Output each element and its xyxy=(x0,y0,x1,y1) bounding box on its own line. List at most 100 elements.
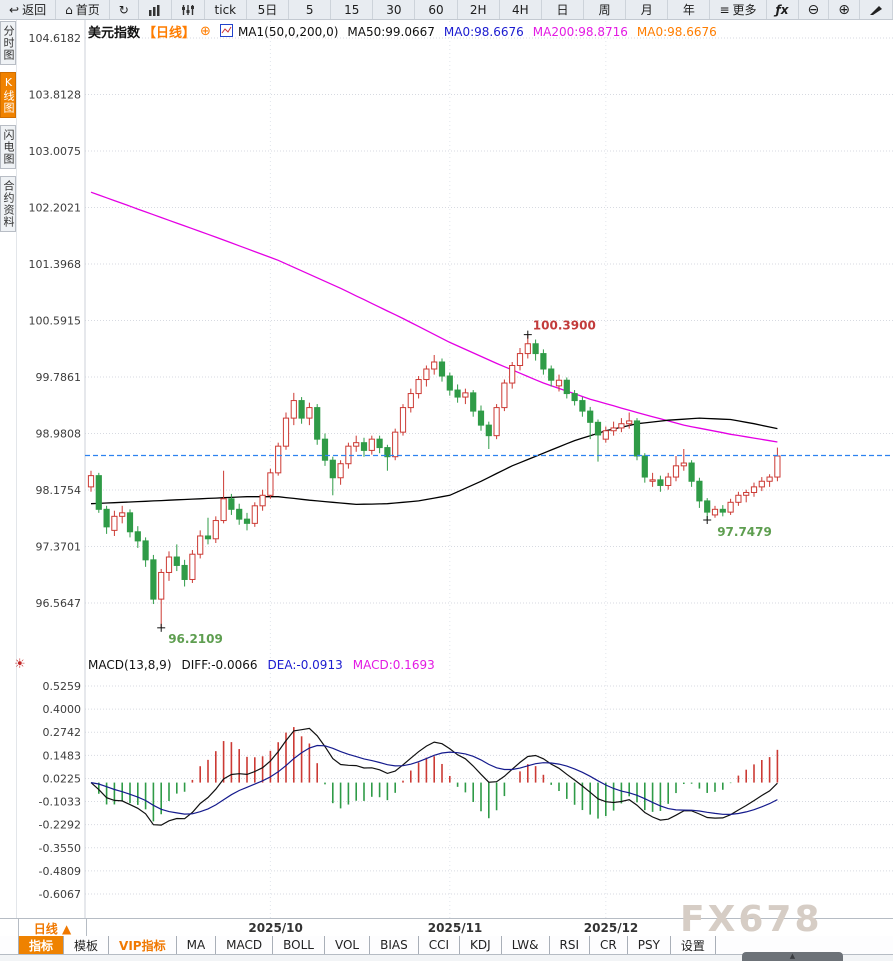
svg-text:0.2742: 0.2742 xyxy=(43,726,82,739)
x-axis-date-label: 2025/12 xyxy=(583,921,639,935)
macd-layer[interactable] xyxy=(90,727,779,826)
chart-type-sidebar: 分时图 K线图闪电图合约资料 xyxy=(0,21,16,239)
svg-text:103.8128: 103.8128 xyxy=(29,89,82,102)
chevron-up-icon: ▲ xyxy=(789,952,796,960)
toolbar-button-label: 更多 xyxy=(732,3,757,17)
toolbar-button-fx[interactable]: ƒx xyxy=(767,0,799,19)
indicator-tab-VOL[interactable]: VOL xyxy=(325,936,371,954)
taskbar-tray-fragment[interactable]: ▲ xyxy=(742,952,843,961)
toolbar-button-tick[interactable]: tick xyxy=(205,0,247,19)
toolbar-button-4H[interactable]: 4H xyxy=(500,0,542,19)
toolbar-button-label: 年 xyxy=(682,3,695,17)
toolbar-button-pencil[interactable] xyxy=(860,0,893,19)
period-badge: 【日线】 xyxy=(143,26,196,41)
svg-text:0.4000: 0.4000 xyxy=(43,703,82,716)
toolbar-button-返回[interactable]: ↩ 返回 xyxy=(0,0,57,19)
svg-text:102.2021: 102.2021 xyxy=(29,202,82,215)
toolbar-button-首页[interactable]: ⌂ 首页 xyxy=(56,0,110,19)
indicator-tab-PSY[interactable]: PSY xyxy=(628,936,671,954)
x-axis-date-label: 2025/10 xyxy=(248,921,303,935)
sidebar-tab-分时图[interactable]: 分时图 xyxy=(0,21,16,65)
sidebar-tab-合约资料[interactable]: 合约资料 xyxy=(0,176,16,232)
macd-diff-line xyxy=(90,727,778,826)
macd-hist-value: MACD:0.1693 xyxy=(352,658,435,672)
macd-dea-line xyxy=(90,744,778,816)
indicator-tab-MACD[interactable]: MACD xyxy=(216,936,274,954)
toolbar-button-bar-chart[interactable] xyxy=(139,0,172,19)
toolbar-button-2H[interactable]: 2H xyxy=(458,0,500,19)
sidebar-rail xyxy=(0,19,17,955)
toolbar-button-label: 日 xyxy=(556,3,569,17)
svg-text:-0.1033: -0.1033 xyxy=(39,796,81,809)
grid-layer: 104.6182 103.8128 103.0075 102.2021 101.3968… xyxy=(29,19,893,918)
indicator-tab-CR[interactable]: CR xyxy=(590,936,628,954)
ma0-blue-value: MA0:98.6676 xyxy=(443,24,524,39)
sidebar-tab-闪电图[interactable]: 闪电图 xyxy=(0,125,16,169)
bottom-strip xyxy=(0,955,893,961)
sidebar-tab-K线图[interactable]: K线图 xyxy=(0,72,16,118)
svg-text:98.9808: 98.9808 xyxy=(36,428,82,441)
toolbar-button-label: 30 xyxy=(386,2,402,17)
symbol-name: 美元指数 xyxy=(88,26,141,41)
indicator-tab-BIAS[interactable]: BIAS xyxy=(370,936,419,954)
sliders-icon xyxy=(181,4,195,16)
toolbar-button-label: 周 xyxy=(598,3,611,17)
toolbar-button-60[interactable]: 60 xyxy=(415,0,458,19)
toolbar-button-label: 15 xyxy=(344,2,360,17)
ma50-value: MA50:99.0667 xyxy=(347,24,435,39)
toolbar-button-15[interactable]: 15 xyxy=(331,0,374,19)
toolbar-button-refresh[interactable]: ↻ xyxy=(110,0,139,19)
indicator-tab-KDJ[interactable]: KDJ xyxy=(460,936,502,954)
indicator-tab-BOLL[interactable]: BOLL xyxy=(273,936,325,954)
indicator-tab-VIP指标[interactable]: VIP指标 xyxy=(109,936,177,954)
high-price-label: 100.3900 xyxy=(533,319,596,333)
svg-text:99.7861: 99.7861 xyxy=(36,371,82,384)
zoom-in-icon: ⊕ xyxy=(838,1,850,18)
add-symbol-icon[interactable]: ⊕ xyxy=(200,24,211,39)
indicator-tab-设置[interactable]: 设置 xyxy=(671,936,716,954)
toolbar-button-更多[interactable]: ≡ 更多 xyxy=(710,0,767,19)
svg-text:0.0225: 0.0225 xyxy=(43,772,82,785)
kline-style-icon[interactable] xyxy=(219,23,233,40)
toolbar-button-label: 月 xyxy=(640,3,653,17)
recent-low-price-label: 97.7479 xyxy=(717,525,772,539)
toolbar-button-月[interactable]: 月 xyxy=(626,0,669,19)
toolbar-button-30[interactable]: 30 xyxy=(373,0,416,19)
low-price-label: 96.2109 xyxy=(168,632,223,646)
indicator-settings-icon[interactable]: ☀ xyxy=(14,657,26,672)
period-selector[interactable]: 日线 ▲ xyxy=(18,919,87,937)
candles-layer[interactable] xyxy=(87,334,781,628)
toolbar-button-年[interactable]: 年 xyxy=(668,0,711,19)
toolbar-button-5日[interactable]: 5日 xyxy=(247,0,290,19)
toolbar-button-5[interactable]: 5 xyxy=(289,0,332,19)
svg-text:-0.6067: -0.6067 xyxy=(39,888,81,901)
indicator-tab-RSI[interactable]: RSI xyxy=(550,936,590,954)
toolbar-button-label: 2H xyxy=(469,2,487,17)
menu-icon: ≡ xyxy=(719,2,730,17)
toolbar-button-sliders[interactable] xyxy=(172,0,205,19)
ma50-line xyxy=(90,417,778,506)
indicator-tab-指标[interactable]: 指标 xyxy=(18,936,65,954)
ma200-value: MA200:98.8716 xyxy=(532,24,628,39)
svg-text:0.1483: 0.1483 xyxy=(43,749,82,762)
svg-text:97.3701: 97.3701 xyxy=(36,541,82,554)
ma200-line xyxy=(90,191,778,443)
indicator-tab-模板[interactable]: 模板 xyxy=(64,936,110,954)
macd-diff-value: DIFF:-0.0066 xyxy=(181,658,258,672)
indicator-tab-LW&[interactable]: LW& xyxy=(502,936,550,954)
toolbar-button-zoom-out[interactable]: ⊖ xyxy=(799,0,830,19)
toolbar-button-日[interactable]: 日 xyxy=(542,0,585,19)
toolbar-button-周[interactable]: 周 xyxy=(584,0,627,19)
indicator-tab-MA[interactable]: MA xyxy=(177,936,217,954)
zoom-out-icon: ⊖ xyxy=(807,1,820,18)
toolbar-button-label: 4H xyxy=(512,2,529,17)
ma0-orange-value: MA0:98.6676 xyxy=(636,24,717,39)
toolbar-button-label: 返回 xyxy=(22,3,47,17)
toolbar-button-zoom-in[interactable]: ⊕ xyxy=(829,0,860,19)
toolbar-button-label: tick xyxy=(214,2,237,17)
indicator-tab-CCI[interactable]: CCI xyxy=(419,936,461,954)
macd-dea-value: DEA:-0.0913 xyxy=(267,658,343,672)
svg-text:-0.3550: -0.3550 xyxy=(39,842,81,855)
x-axis-date-label: 2025/11 xyxy=(427,921,483,935)
